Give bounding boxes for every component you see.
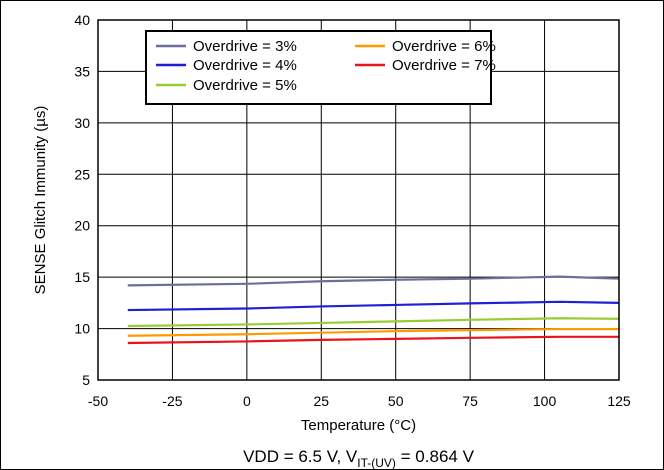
x-tick-label: -25 (162, 393, 182, 409)
y-tick-label: 35 (74, 63, 90, 79)
x-tick-label: 125 (607, 393, 631, 409)
x-tick-label: 100 (533, 393, 557, 409)
legend-box (145, 30, 492, 105)
legend: Overdrive = 3% Overdrive = 4% Overdrive = … (145, 30, 496, 105)
series-line (127, 300, 620, 312)
series-line (127, 317, 620, 328)
legend-label: Overdrive = 5% (193, 77, 297, 94)
caption-prefix: VDD = 6.5 V, V (243, 447, 358, 466)
series-line (127, 335, 619, 345)
caption: VDD = 6.5 V, VIT-(UV) = 0.864 V (243, 447, 474, 470)
legend-label: Overdrive = 4% (193, 57, 297, 74)
x-axis-label: Temperature (°C) (301, 417, 416, 434)
x-tick-label: 75 (462, 393, 478, 409)
y-tick-label: 5 (82, 372, 90, 388)
caption-suffix: = 0.864 V (396, 447, 475, 466)
series-line (127, 327, 619, 337)
x-tick-labels: -50 -25 0 25 50 75 100 125 (88, 393, 631, 409)
y-tick-label: 20 (74, 218, 90, 234)
x-tick-label: 50 (388, 393, 404, 409)
legend-label: Overdrive = 3% (193, 38, 297, 55)
y-tick-labels: 5 10 15 20 25 30 35 40 (74, 12, 90, 388)
y-tick-label: 40 (74, 12, 90, 28)
y-tick-label: 30 (74, 115, 90, 131)
y-axis-label: SENSE Glitch Immunity (µs) (32, 106, 49, 295)
y-tick-label: 25 (74, 166, 90, 182)
caption-subscript: IT-(UV) (357, 456, 396, 470)
plot-border (97, 19, 620, 381)
series-line (127, 275, 620, 287)
x-tick-label: -50 (88, 393, 108, 409)
y-tick-label: 10 (74, 321, 90, 337)
series-lines (127, 275, 620, 345)
legend-label: Overdrive = 6% (392, 38, 496, 55)
x-tick-label: 25 (313, 393, 329, 409)
x-tick-label: 0 (243, 393, 251, 409)
legend-label: Overdrive = 7% (392, 57, 496, 74)
y-tick-label: 15 (74, 269, 90, 285)
